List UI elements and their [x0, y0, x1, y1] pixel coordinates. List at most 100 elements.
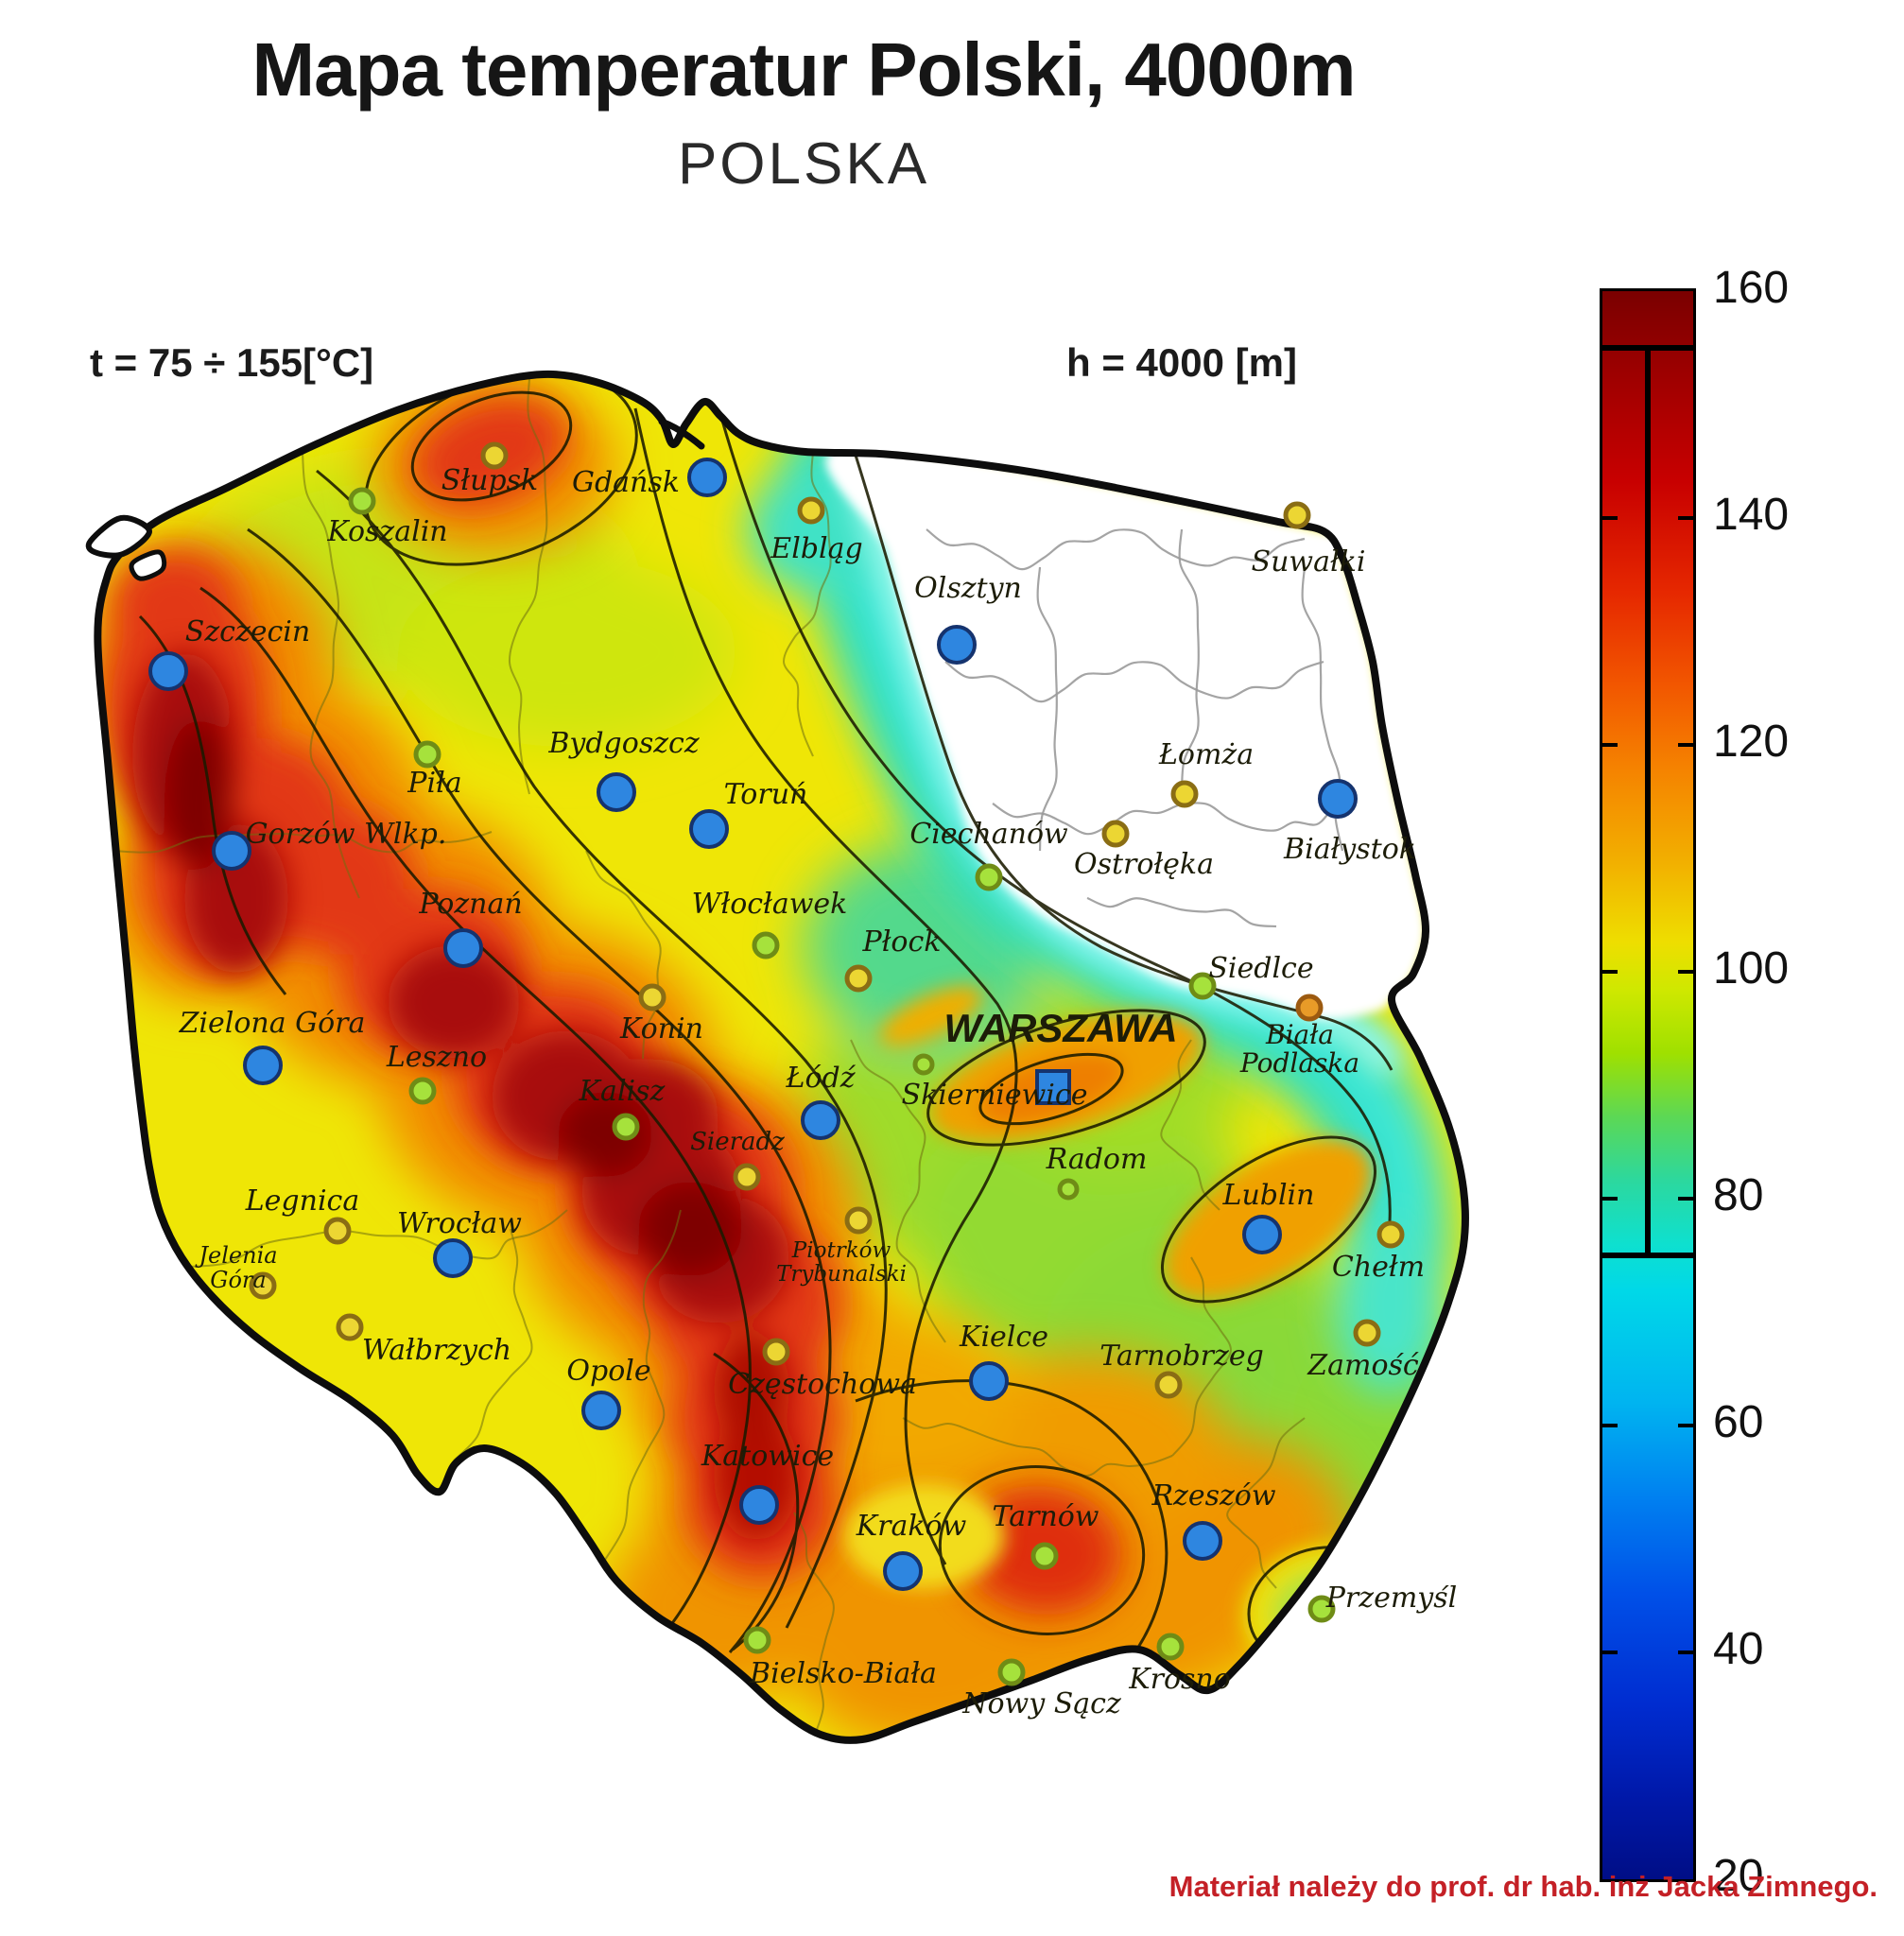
colorbar-tick-mark [1602, 1651, 1618, 1654]
city-label: Włocławek [692, 888, 848, 921]
temp-range-annotation: t = 75 ÷ 155[°C] [90, 340, 374, 385]
city-label: Elbląg [770, 532, 862, 565]
city-marker [969, 1361, 1009, 1401]
colorbar-tick-mark [1602, 743, 1618, 747]
colorbar-range-cap [1602, 345, 1693, 351]
colorbar-range-line [1645, 348, 1651, 1255]
city-marker [581, 1391, 621, 1430]
city-label: Nowy Sącz [961, 1687, 1121, 1720]
city-label: Zamość [1307, 1349, 1419, 1382]
city-marker [480, 441, 509, 470]
city-label: Kielce [959, 1321, 1048, 1354]
city-labels: Szczecin Słupsk Koszalin Gdańsk Elbląg Olszty… [179, 464, 1458, 1720]
city-label: Sieradz [690, 1128, 785, 1156]
colorbar-tick-label: 60 [1713, 1397, 1764, 1447]
city-label: Gorzów Wlkp. [246, 818, 447, 851]
hel-spit [658, 418, 705, 450]
colorbar-tick-label: 20 [1713, 1851, 1764, 1901]
city-label: Piotrków Trybunalski [776, 1238, 907, 1287]
city-marker [597, 772, 636, 812]
city-label: Białystok [1283, 833, 1416, 866]
city-label: Legnica [245, 1184, 359, 1218]
colorbar-tick-label: 100 [1713, 943, 1790, 994]
city-label: Opole [566, 1355, 650, 1388]
isotherm-contours [138, 373, 1396, 1672]
city-label: Łódź [785, 1062, 856, 1095]
city-label: Wałbrzych [362, 1334, 511, 1367]
depth-annotation: h = 4000 [m] [1066, 340, 1297, 385]
colorbar-range-cap [1602, 1253, 1693, 1258]
colorbar-tick-mark [1678, 1424, 1693, 1427]
footer-credit: Materiał należy do prof. dr hab. inż Jac… [1168, 1870, 1878, 1903]
city-label: Skierniewice [902, 1079, 1088, 1112]
city-marker [844, 964, 873, 993]
colorbar-tick-mark [1678, 1651, 1693, 1654]
colorbar-tick-label: 160 [1713, 263, 1790, 313]
city-label: Szczecin [185, 615, 310, 648]
colorbar-tick-mark [1678, 743, 1693, 747]
city-label: Suwałki [1252, 545, 1366, 579]
city-label: Gdańsk [572, 466, 680, 499]
city-marker [844, 1206, 873, 1235]
city-label: Tarnobrzeg [1099, 1340, 1264, 1373]
page-subtitle: POLSKA [677, 131, 930, 197]
city-marker [912, 1053, 935, 1076]
city-label: Olsztyn [914, 572, 1022, 605]
city-marker [638, 983, 666, 1011]
city-label: Chełm [1332, 1251, 1425, 1284]
city-marker [975, 863, 1003, 891]
city-label: Zielona Góra [179, 1007, 366, 1040]
city-marker [883, 1551, 923, 1591]
city-label: Kraków [856, 1510, 967, 1543]
colorbar [1600, 288, 1696, 1882]
city-marker [1307, 1595, 1336, 1623]
city-marker [689, 809, 729, 849]
colorbar-tick-label: 120 [1713, 717, 1790, 767]
city-marker [1242, 1215, 1282, 1254]
colorbar-tick-mark [1678, 516, 1693, 520]
city-label: Koszalin [326, 515, 447, 548]
city-label: Katowice [701, 1440, 834, 1473]
city-marker [1030, 1542, 1059, 1570]
city-marker [762, 1338, 790, 1366]
city-label: Konin [619, 1012, 703, 1046]
city-label: Toruń [724, 778, 808, 811]
colorbar-tick-mark [1678, 970, 1693, 974]
city-marker [408, 1077, 437, 1105]
city-label: Rzeszów [1151, 1479, 1275, 1512]
city-marker [997, 1658, 1026, 1686]
colorbar-tick-mark [1602, 1197, 1618, 1201]
city-marker [323, 1217, 352, 1245]
city-marker [797, 496, 825, 525]
city-label: WARSZAWA [943, 1006, 1177, 1050]
colorbar-labels: 160 140 120 100 80 60 40 20 [1713, 263, 1893, 1901]
city-label: Radom [1046, 1143, 1148, 1176]
city-label: Leszno [386, 1041, 487, 1074]
city-marker [1156, 1633, 1185, 1661]
city-label: Wrocław [397, 1207, 522, 1240]
colorbar-tick-mark [1602, 970, 1618, 974]
colorbar-tick-mark [1602, 1424, 1618, 1427]
city-label: Tarnów [993, 1500, 1099, 1533]
city-label: Łomża [1158, 738, 1254, 771]
city-label: Piła [407, 767, 461, 800]
city-marker [1376, 1220, 1405, 1249]
city-label: Bielsko-Biała [749, 1657, 937, 1690]
city-label: Bydgoszcz [547, 727, 699, 760]
city-marker [801, 1100, 840, 1140]
city-label: Lublin [1222, 1179, 1315, 1212]
city-label: Kalisz [579, 1075, 666, 1108]
city-marker [433, 1238, 473, 1278]
city-label: Częstochowa [728, 1368, 917, 1401]
colorbar-tick-mark [1602, 516, 1618, 520]
poland-border-outline [94, 370, 1470, 1744]
city-label: Słupsk [441, 464, 538, 497]
page-title: Mapa temperatur Polski, 4000m [251, 27, 1356, 112]
city-marker [1057, 1178, 1080, 1201]
colorbar-tick-label: 140 [1713, 490, 1790, 540]
city-label: Ciechanów [909, 818, 1068, 851]
city-marker [937, 625, 977, 665]
city-marker [1353, 1319, 1381, 1347]
